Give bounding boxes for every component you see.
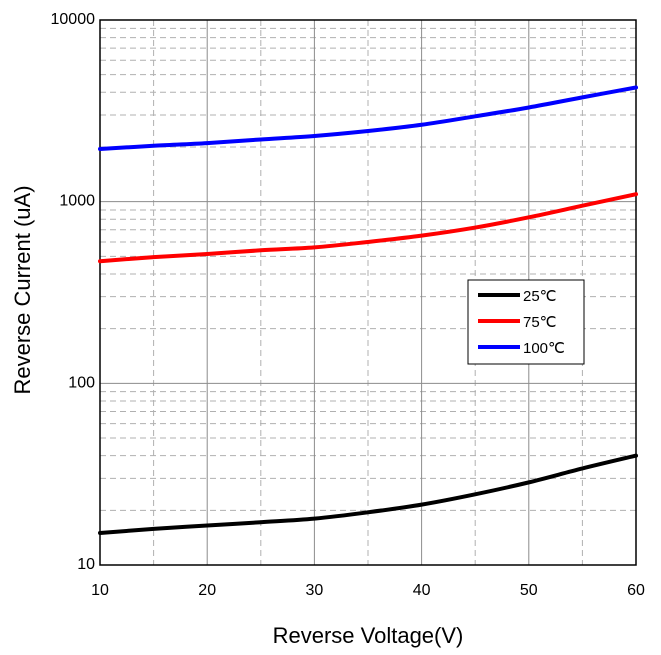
y-tick-label: 1000 [59,193,95,210]
series-layer [98,85,638,536]
x-tick-label: 60 [627,582,645,599]
x-tick-label: 40 [413,582,431,599]
x-tick-labels: 10 20 30 40 50 60 [91,582,645,599]
x-tick-label: 20 [198,582,216,599]
y-axis-label: Reverse Current (uA) [10,185,35,394]
y-tick-label: 100 [68,374,95,391]
series-line-75c [98,192,638,264]
y-tick-labels: 10 100 1000 10000 [51,11,96,573]
x-tick-label: 30 [306,582,324,599]
plot-frame [99,19,637,566]
legend-label: 100℃ [523,340,565,357]
x-tick-label: 50 [520,582,538,599]
series-line-25c [98,453,638,536]
legend-label: 25℃ [523,288,557,305]
y-tick-label: 10 [77,556,95,573]
x-axis-label: Reverse Voltage(V) [273,623,464,648]
series-line-100c [98,85,638,151]
legend: 25℃ 75℃ 100℃ [467,279,585,365]
x-tick-label: 10 [91,582,109,599]
legend-label: 75℃ [523,314,557,331]
y-tick-label: 10000 [51,11,96,28]
